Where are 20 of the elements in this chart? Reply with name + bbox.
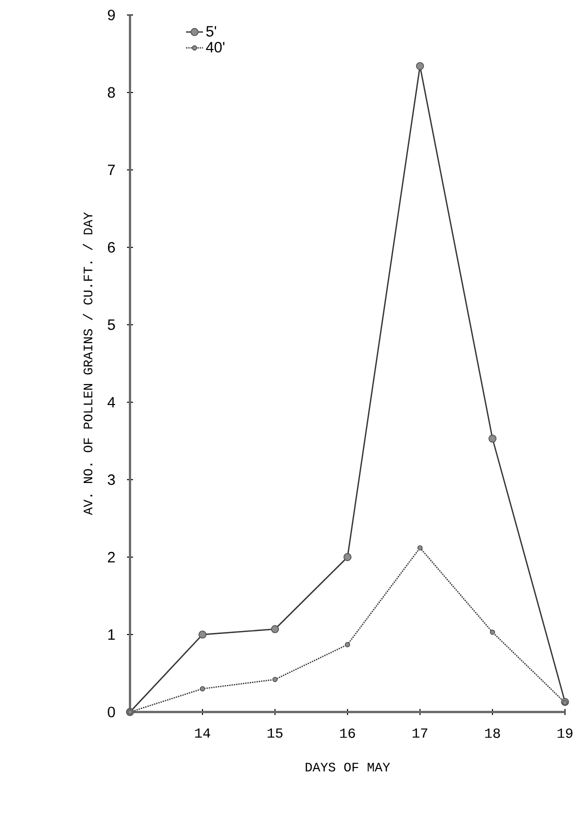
legend-label: 5' bbox=[206, 26, 216, 37]
x-tick-label: 19 bbox=[558, 728, 572, 738]
y-tick-label: 2 bbox=[108, 552, 115, 562]
y-tick-label: 4 bbox=[108, 397, 116, 408]
y-tick-label: 8 bbox=[108, 87, 115, 98]
x-tick-label: 14 bbox=[195, 728, 210, 738]
y-tick-label: 6 bbox=[108, 242, 115, 253]
y-axis-title: AV. NO. OF POLLEN GRAINS / CU.FT. / DAY bbox=[82, 212, 92, 516]
x-tick-label: 15 bbox=[268, 728, 282, 738]
y-tick-label: 3 bbox=[108, 474, 115, 485]
y-tick-label: 7 bbox=[108, 164, 115, 176]
y-tick-label: 9 bbox=[108, 10, 115, 20]
x-axis-title: DAYS OF MAY bbox=[306, 762, 390, 772]
x-tick-label: 18 bbox=[485, 728, 500, 738]
y-tick-label: 0 bbox=[108, 706, 115, 718]
y-tick-label: 5 bbox=[108, 320, 115, 330]
y-tick-label: 1 bbox=[108, 629, 115, 640]
x-tick-label: 16 bbox=[340, 728, 355, 738]
legend-label: 40' bbox=[206, 42, 224, 52]
x-tick-label: 17 bbox=[412, 728, 428, 738]
